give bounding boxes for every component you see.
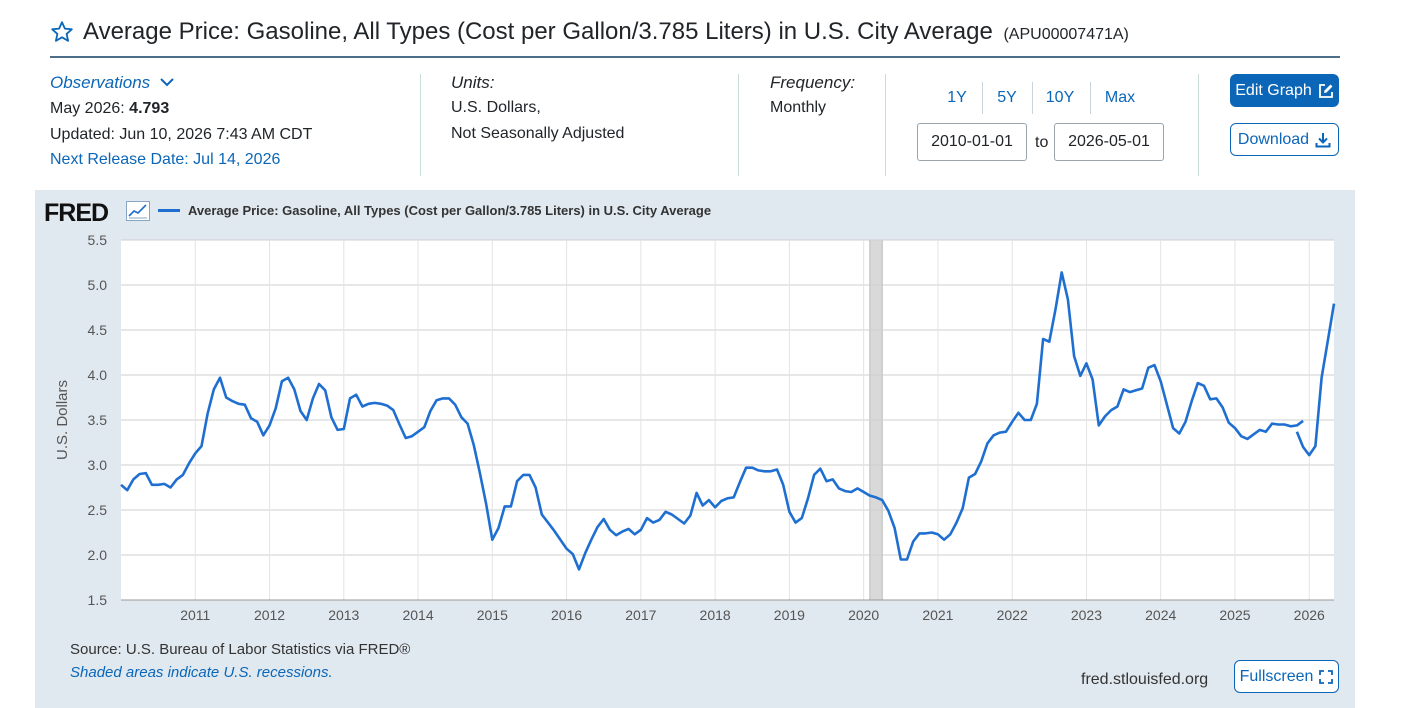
range-divider <box>1032 82 1033 114</box>
meta-divider <box>738 74 739 176</box>
x-tick-label: 2012 <box>254 607 285 623</box>
meta-divider <box>1198 74 1199 176</box>
observations-label[interactable]: Observations <box>50 73 151 92</box>
legend-label: Average Price: Gasoline, All Types (Cost… <box>188 203 712 218</box>
units-line-1: U.S. Dollars, <box>451 99 541 116</box>
meta-divider <box>420 74 421 176</box>
units-label: Units: <box>451 73 495 92</box>
y-tick-label: 4.0 <box>88 367 108 383</box>
fullscreen-icon[interactable] <box>1319 669 1334 684</box>
y-tick-label: 2.0 <box>88 547 108 563</box>
to-label: to <box>1035 134 1049 151</box>
x-tick-label: 2024 <box>1145 607 1176 623</box>
y-tick-label: 1.5 <box>88 592 108 608</box>
star-icon[interactable] <box>50 20 74 44</box>
y-tick-label: 4.5 <box>88 322 108 338</box>
range-5y-button[interactable]: 5Y <box>997 89 1017 106</box>
latest-label: May 2026: <box>50 100 125 117</box>
observations-toggle[interactable]: Observations <box>50 73 175 93</box>
x-tick-label: 2026 <box>1294 607 1325 623</box>
x-tick-label: 2015 <box>477 607 508 623</box>
y-axis-label: U.S. Dollars <box>54 380 71 460</box>
legend-swatch <box>158 209 180 212</box>
start-date-input[interactable] <box>917 123 1027 161</box>
series-line <box>120 271 1304 571</box>
fred-logo: FRED <box>44 199 109 227</box>
page-title: Average Price: Gasoline, All Types (Cost… <box>83 18 1129 46</box>
x-tick-label: 2014 <box>402 607 433 623</box>
x-tick-label: 2016 <box>551 607 582 623</box>
download-icon[interactable] <box>1315 132 1331 148</box>
units-line-2: Not Seasonally Adjusted <box>451 125 625 142</box>
x-tick-label: 2023 <box>1071 607 1102 623</box>
y-tick-label: 2.5 <box>88 502 108 518</box>
meta-divider <box>885 74 886 176</box>
source-text: Source: U.S. Bureau of Labor Statistics … <box>70 641 411 658</box>
x-tick-label: 2022 <box>997 607 1028 623</box>
title-divider <box>50 56 1340 58</box>
line-chart-icon <box>126 201 150 221</box>
next-release-link[interactable]: Next Release Date: Jul 14, 2026 <box>50 151 281 168</box>
latest-observation: May 2026: 4.793 <box>50 100 169 118</box>
x-tick-label: 2021 <box>922 607 953 623</box>
recession-note: Shaded areas indicate U.S. recessions. <box>70 664 333 681</box>
y-tick-label: 5.5 <box>88 232 108 248</box>
range-divider <box>1090 82 1091 114</box>
fred-url: fred.stlouisfed.org <box>1081 671 1209 688</box>
latest-value: 4.793 <box>129 100 170 117</box>
edit-graph-button[interactable]: Edit Graph <box>1230 74 1339 107</box>
y-tick-label: 3.5 <box>88 412 108 428</box>
chevron-down-icon[interactable] <box>159 76 175 88</box>
end-date-input[interactable] <box>1054 123 1164 161</box>
x-tick-label: 2019 <box>774 607 805 623</box>
frequency-value: Monthly <box>770 99 827 116</box>
x-tick-label: 2013 <box>328 607 359 623</box>
series-line <box>1295 303 1336 457</box>
y-tick-label: 3.0 <box>88 457 108 473</box>
y-tick-label: 5.0 <box>88 277 108 293</box>
download-button[interactable]: Download <box>1230 123 1339 156</box>
updated-text: Updated: Jun 10, 2026 7:43 AM CDT <box>50 126 313 143</box>
range-max-button[interactable]: Max <box>1104 89 1136 106</box>
fullscreen-label[interactable]: Fullscreen <box>1239 667 1314 685</box>
x-tick-label: 2017 <box>625 607 656 623</box>
range-10y-button[interactable]: 10Y <box>1045 89 1075 106</box>
edit-graph-label[interactable]: Edit Graph <box>1235 81 1312 99</box>
x-tick-label: 2020 <box>848 607 879 623</box>
edit-icon[interactable] <box>1318 83 1334 99</box>
fullscreen-button[interactable]: Fullscreen <box>1234 660 1339 693</box>
series-title: Average Price: Gasoline, All Types (Cost… <box>83 18 993 45</box>
download-label[interactable]: Download <box>1237 130 1310 148</box>
range-divider <box>982 82 983 114</box>
frequency-label: Frequency: <box>770 73 856 92</box>
x-tick-label: 2018 <box>700 607 731 623</box>
x-tick-label: 2025 <box>1219 607 1250 623</box>
range-1y-button[interactable]: 1Y <box>947 89 967 106</box>
x-tick-label: 2011 <box>180 607 210 623</box>
title-row: Average Price: Gasoline, All Types (Cost… <box>50 14 1340 54</box>
series-id: (APU00007471A) <box>1003 26 1129 43</box>
plot-area: 1.5 2.0 2.5 3.0 3.5 4.0 4.5 5.0 5.5 2011 2012 2013 2… <box>54 232 1336 623</box>
